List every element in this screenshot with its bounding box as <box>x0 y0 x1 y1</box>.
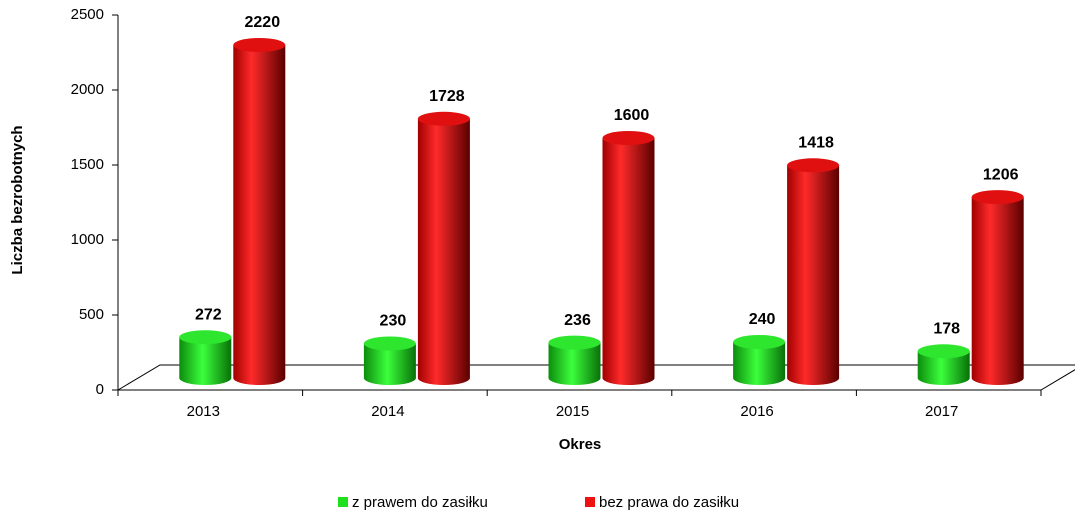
bar <box>233 45 286 385</box>
value-label: 1206 <box>983 166 1019 183</box>
bar <box>733 342 786 386</box>
bar-top <box>179 330 232 345</box>
bar-top <box>417 111 470 126</box>
bar-top <box>363 336 416 351</box>
bar-top <box>917 344 970 359</box>
value-label: 1600 <box>614 107 650 124</box>
bar <box>971 197 1024 386</box>
y-tick-label: 0 <box>96 381 104 398</box>
value-label: 1418 <box>798 135 834 152</box>
value-label: 240 <box>749 311 776 328</box>
bar <box>548 342 601 386</box>
bar-top <box>602 131 655 145</box>
legend-label: bez prawa do zasiłku <box>599 494 739 511</box>
x-tick-label: 2014 <box>371 403 404 420</box>
x-tick-label: 2013 <box>187 403 220 420</box>
bar-top <box>787 158 840 173</box>
value-label: 1728 <box>429 88 465 105</box>
bar-top <box>233 38 286 52</box>
bar <box>417 118 470 386</box>
bar <box>917 351 970 386</box>
bar <box>179 337 232 386</box>
bar <box>787 165 840 386</box>
y-tick-label: 1500 <box>71 156 104 173</box>
x-tick-label: 2017 <box>925 403 958 420</box>
legend-swatch <box>338 497 348 507</box>
y-tick-label: 2000 <box>71 81 104 98</box>
value-label: 2220 <box>245 14 281 31</box>
value-label: 236 <box>564 312 591 329</box>
y-tick-label: 2500 <box>71 6 104 23</box>
x-axis-title: Okres <box>559 436 602 453</box>
bar-top <box>733 335 786 349</box>
x-tick-label: 2015 <box>556 403 589 420</box>
value-label: 272 <box>195 306 222 323</box>
y-axis-title: Liczba bezrobotnych <box>9 125 26 274</box>
bar <box>363 343 416 386</box>
x-tick-label: 2016 <box>740 403 773 420</box>
bar <box>602 138 655 386</box>
y-tick-label: 1000 <box>71 231 104 248</box>
value-label: 178 <box>933 321 960 338</box>
bar-top <box>548 335 601 350</box>
bar-top <box>971 190 1024 205</box>
y-tick-label: 500 <box>79 306 104 323</box>
legend-swatch <box>585 497 595 507</box>
value-label: 230 <box>380 313 407 330</box>
legend-label: z prawem do zasiłku <box>352 494 488 511</box>
